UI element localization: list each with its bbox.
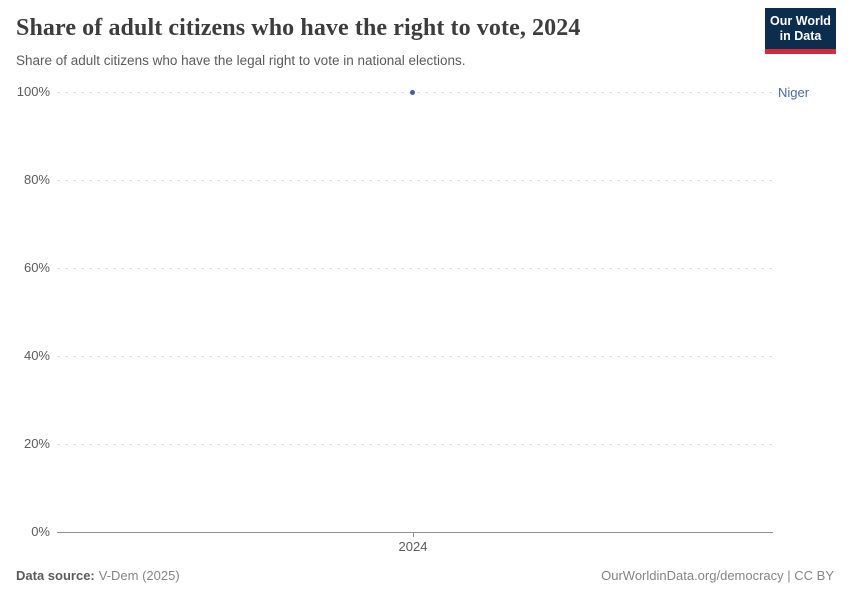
y-tick-80: 80% bbox=[23, 172, 50, 187]
y-tick-20: 20% bbox=[23, 436, 50, 451]
y-tick-60: 60% bbox=[23, 260, 50, 275]
owid-logo[interactable]: Our World in Data bbox=[765, 8, 836, 54]
x-tick-mark-2024 bbox=[413, 532, 414, 537]
chart-subtitle: Share of adult citizens who have the leg… bbox=[16, 53, 466, 68]
data-source-value: V-Dem (2025) bbox=[98, 568, 180, 583]
owid-logo-line2: in Data bbox=[779, 29, 822, 43]
data-source-label: Data source: bbox=[16, 568, 95, 583]
gridline-40 bbox=[57, 356, 772, 357]
y-tick-100: 100% bbox=[16, 84, 50, 99]
data-source: Data source: V-Dem (2025) bbox=[16, 568, 180, 583]
entity-label-niger[interactable]: Niger bbox=[778, 85, 810, 100]
credit-link[interactable]: OurWorldinData.org/democracy | CC BY bbox=[601, 568, 834, 583]
chart-footer: Data source: V-Dem (2025) OurWorldinData.… bbox=[0, 568, 850, 583]
data-point-niger[interactable] bbox=[410, 90, 415, 95]
x-axis-line bbox=[57, 532, 773, 533]
gridline-20 bbox=[57, 444, 772, 445]
x-tick-label-2024: 2024 bbox=[398, 539, 428, 554]
chart-title: Share of adult citizens who have the rig… bbox=[16, 15, 581, 41]
gridline-60 bbox=[57, 268, 772, 269]
y-tick-40: 40% bbox=[23, 348, 50, 363]
y-tick-0: 0% bbox=[31, 524, 50, 539]
gridline-80 bbox=[57, 180, 772, 181]
owid-logo-line1: Our World bbox=[770, 14, 831, 28]
